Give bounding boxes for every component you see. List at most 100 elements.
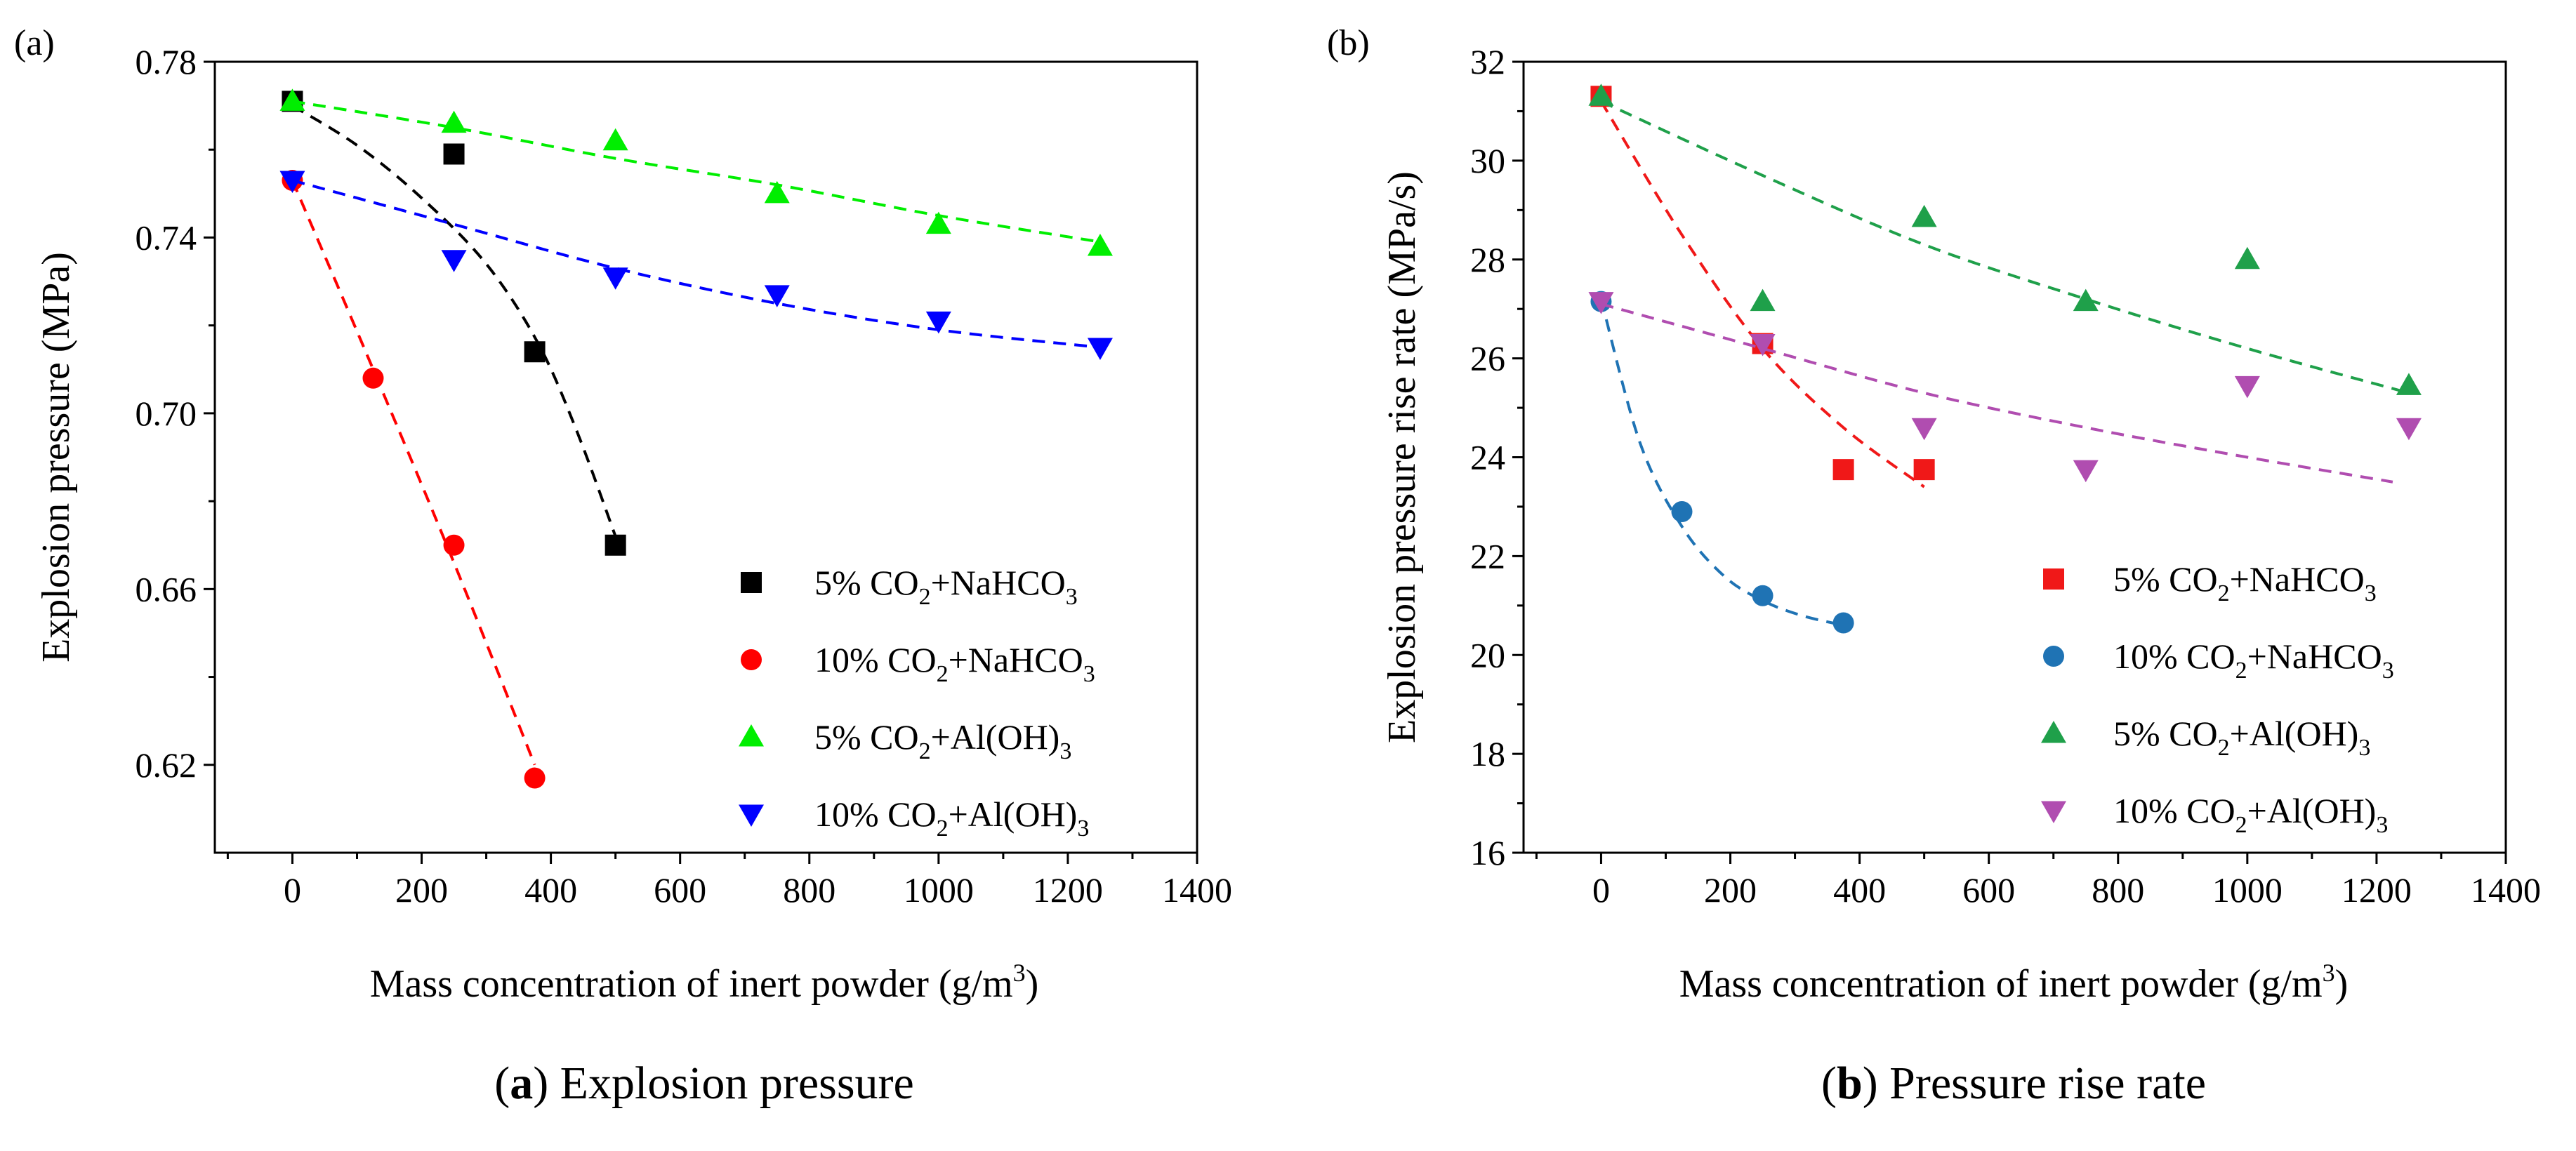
x-tick-label: 400	[524, 870, 577, 910]
data-point	[605, 534, 626, 556]
series-1	[282, 91, 626, 556]
data-point	[764, 285, 790, 307]
legend-label: 5% CO2+Al(OH)3	[2113, 714, 2370, 761]
series-4	[279, 171, 1113, 360]
data-point	[1087, 338, 1113, 360]
data-point	[279, 171, 305, 194]
chart-panel-b: (b) 0 200 400 600 800 1000 1200 1400 16 18 20 22 24 26…	[1327, 23, 2541, 1109]
legend: 5% CO2+NaHCO3 10% CO2+NaHCO3 5% CO2+Al(OH)…	[739, 563, 1095, 841]
legend-marker	[739, 724, 764, 747]
data-point	[2396, 418, 2422, 441]
fit-curve	[1600, 100, 2410, 394]
data-point	[1832, 459, 1854, 481]
legend-label: 5% CO2+Al(OH)3	[814, 717, 1071, 764]
data-point	[2396, 373, 2422, 395]
y-tick-label: 28	[1470, 240, 1505, 279]
x-axis-label: Mass concentration of inert powder (g/m3…	[370, 959, 1039, 1006]
series-1	[1590, 86, 1935, 488]
data-point	[2234, 246, 2260, 270]
x-tick-label: 1000	[2212, 870, 2283, 910]
data-point	[1911, 204, 1937, 227]
series-3	[279, 88, 1113, 256]
x-tick-label: 600	[654, 870, 706, 910]
y-tick-label: 32	[1470, 42, 1505, 81]
legend-marker	[739, 804, 764, 827]
x-tick-label: 800	[2092, 870, 2144, 910]
y-tick-label: 22	[1470, 536, 1505, 576]
legend-marker	[2041, 801, 2066, 823]
data-point	[1752, 585, 1774, 606]
data-point	[1750, 288, 1776, 312]
x-tick-label: 400	[1833, 870, 1886, 910]
data-point	[2234, 375, 2260, 399]
plot-frame	[213, 60, 1198, 854]
data-point	[1911, 418, 1937, 441]
panel-label: (a)	[14, 23, 55, 63]
legend-label: 10% CO2+NaHCO3	[814, 640, 1095, 687]
legend-marker	[2041, 721, 2066, 743]
data-point	[1750, 333, 1776, 357]
data-point	[362, 367, 384, 389]
legend-marker	[2043, 646, 2064, 667]
data-point	[441, 110, 467, 133]
series-2	[1590, 291, 1854, 634]
data-point	[1913, 459, 1935, 481]
legend-marker	[741, 572, 762, 593]
x-tick-label: 0	[284, 870, 301, 910]
fit-curve	[291, 180, 536, 766]
y-tick-label: 20	[1470, 635, 1505, 674]
data-point	[524, 341, 546, 363]
legend-label: 5% CO2+NaHCO3	[814, 563, 1078, 610]
data-point	[1588, 292, 1614, 314]
data-point	[602, 267, 628, 290]
x-tick-label: 0	[1592, 870, 1610, 910]
legend: 5% CO2+NaHCO3 10% CO2+NaHCO3 5% CO2+Al(OH)…	[2041, 559, 2394, 838]
panel-caption: (a) Explosion pressure	[494, 1058, 914, 1109]
data-point	[1832, 612, 1854, 634]
x-tick-label: 1200	[2341, 870, 2412, 910]
y-tick-label: 0.74	[136, 218, 197, 257]
x-tick-label: 1000	[904, 870, 974, 910]
y-tick-label: 0.70	[136, 394, 197, 433]
series-4	[1588, 292, 2422, 484]
panel-caption: (b) Pressure rise rate	[1821, 1058, 2206, 1109]
x-tick-label: 1200	[1033, 870, 1103, 910]
chart-panel-a: (a) 0 200 400 600 800 1000 1200 1400 0.62 0.66 0.70…	[14, 23, 1232, 1109]
data-point	[279, 88, 305, 111]
data-point	[602, 128, 628, 151]
data-point	[1671, 500, 1693, 522]
fit-curve	[291, 104, 617, 537]
panel-label: (b)	[1327, 23, 1370, 63]
fit-curve	[292, 100, 1101, 244]
y-tick-label: 0.66	[136, 569, 197, 608]
y-tick-label: 26	[1470, 339, 1505, 378]
y-axis-label: Explosion pressure (MPa)	[34, 252, 78, 663]
y-tick-label: 24	[1470, 438, 1505, 477]
x-tick-label: 200	[1704, 870, 1757, 910]
data-point	[441, 250, 467, 272]
data-point	[1588, 84, 1614, 106]
fit-curve	[1599, 298, 1844, 627]
legend-label: 10% CO2+NaHCO3	[2113, 637, 2394, 684]
y-tick-label: 16	[1470, 833, 1505, 872]
fit-curve	[291, 179, 1101, 349]
data-point	[2073, 288, 2099, 312]
legend-label: 10% CO2+Al(OH)3	[814, 794, 1089, 841]
y-tick-label: 0.62	[136, 745, 197, 785]
series-3	[1588, 84, 2422, 395]
y-tick-label: 0.78	[136, 42, 197, 81]
data-point	[443, 534, 465, 556]
legend-marker	[2043, 568, 2064, 590]
series-2	[282, 170, 546, 789]
x-tick-label: 800	[783, 870, 835, 910]
x-tick-label: 1400	[1162, 870, 1232, 910]
data-point	[764, 180, 790, 204]
data-point	[1087, 233, 1113, 256]
fit-curve	[1600, 302, 2393, 484]
x-tick-label: 200	[395, 870, 448, 910]
legend-label: 10% CO2+Al(OH)3	[2113, 791, 2388, 838]
data-point	[2073, 460, 2099, 483]
y-axis-label: Explosion pressure rise rate (MPa/s)	[1380, 171, 1424, 743]
legend-marker	[741, 649, 762, 670]
legend-label: 5% CO2+NaHCO3	[2113, 559, 2377, 606]
